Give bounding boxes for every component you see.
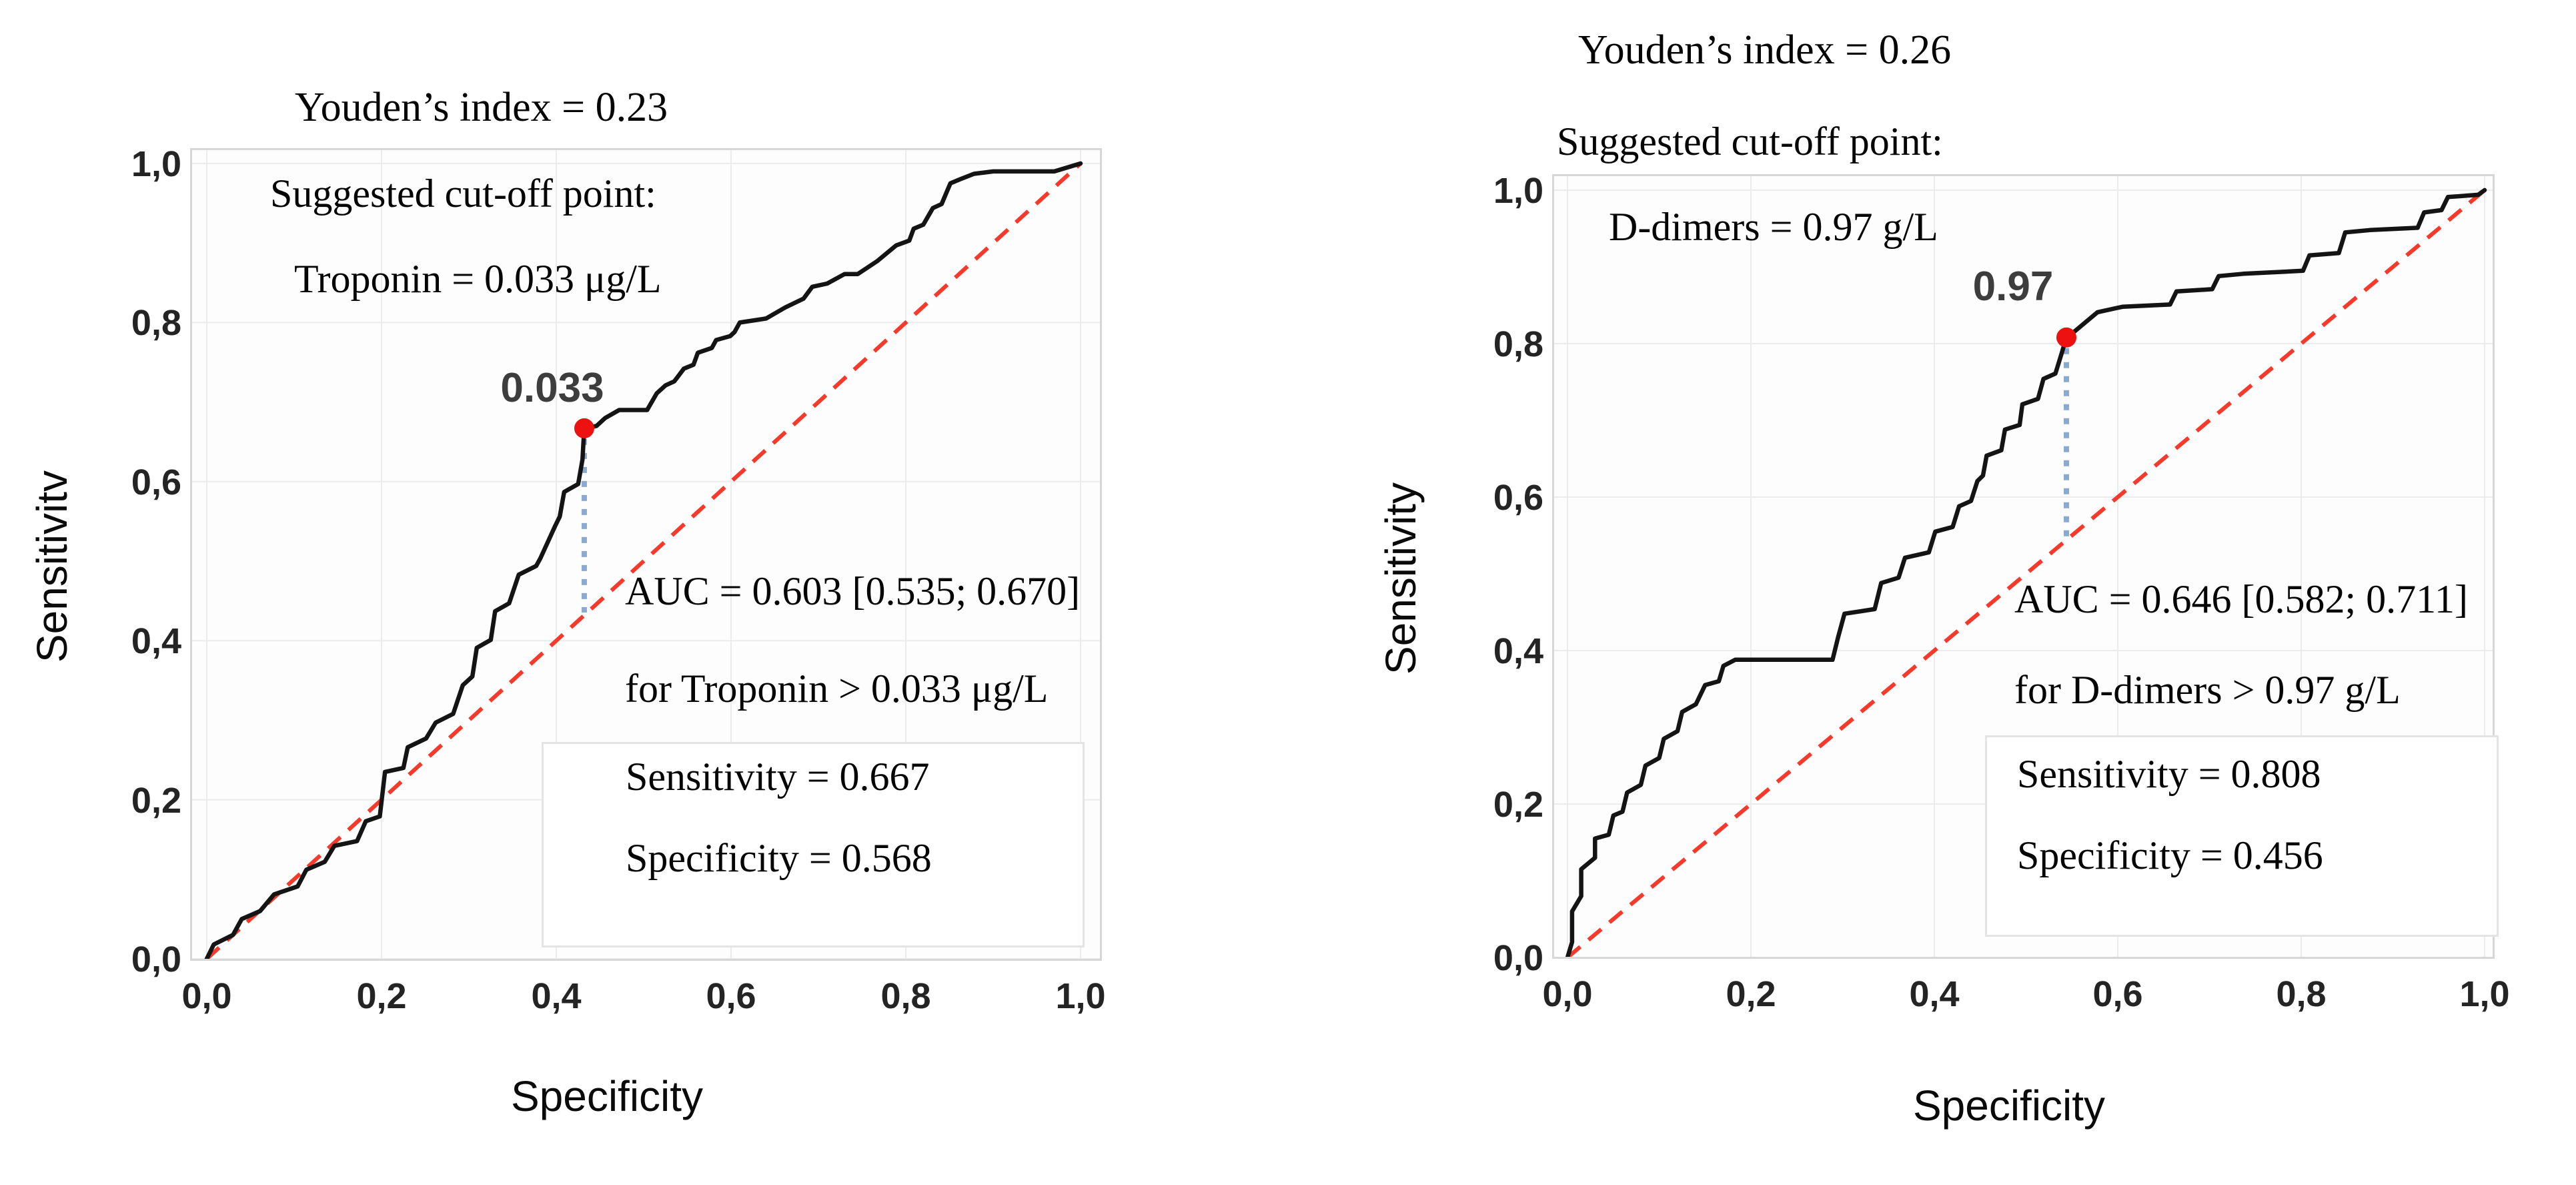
y-tick-label: 0,6 xyxy=(131,462,181,502)
y-tick-label: 0,0 xyxy=(1493,938,1543,978)
x-axis-title: Specificity xyxy=(1912,1082,2106,1130)
x-tick-label: 0,4 xyxy=(531,976,582,1016)
y-tick-label: 0,4 xyxy=(131,621,181,662)
y-tick-label: 0,0 xyxy=(131,939,181,979)
x-tick-label: 0,4 xyxy=(1909,974,1960,1014)
y-tick-label: 0,6 xyxy=(1493,478,1543,518)
sensitivity-annotation: Sensitivity = 0.667 xyxy=(626,755,930,799)
y-tick-label: 0,4 xyxy=(1493,631,1543,671)
y-tick-label: 1,0 xyxy=(131,144,181,184)
chance-diagonal xyxy=(1566,188,2486,959)
y-tick-label: 0,2 xyxy=(1493,785,1543,825)
stats-box xyxy=(1985,735,2499,937)
cutoff-value-label: D-dimers = 0.97 g/L xyxy=(1609,205,1938,249)
cutoff-heading: Suggested cut-off point: xyxy=(270,171,656,216)
auc-annotation: AUC = 0.646 [0.582; 0.711] xyxy=(2014,577,2468,621)
x-tick-label: 1,0 xyxy=(2459,974,2510,1014)
chance-diagonal xyxy=(205,161,1083,961)
plot-frame xyxy=(190,148,1102,961)
x-tick-label: 0,6 xyxy=(706,976,756,1016)
x-tick-label: 1,0 xyxy=(1055,976,1106,1016)
x-tick-label: 0,0 xyxy=(1542,974,1593,1014)
cutoff-point-label: 0.033 xyxy=(500,365,604,411)
cutoff-point-label: 0.97 xyxy=(1972,264,2054,310)
cutoff-value-label: Troponin = 0.033 μg/L xyxy=(294,257,662,301)
x-axis-title: Specificity xyxy=(510,1072,704,1120)
specificity-annotation: Specificity = 0.456 xyxy=(2017,833,2323,877)
roc-curve xyxy=(1565,187,2487,959)
sensitivity-annotation: Sensitivity = 0.808 xyxy=(2017,752,2321,796)
roc-curve xyxy=(204,161,1083,961)
x-tick-label: 0,8 xyxy=(2276,974,2327,1014)
y-tick-label: 1,0 xyxy=(1493,171,1543,211)
x-tick-label: 0,2 xyxy=(356,976,407,1016)
plot-frame xyxy=(1552,174,2495,959)
x-tick-label: 0,0 xyxy=(181,976,232,1016)
auc-condition-annotation: for D-dimers > 0.97 g/L xyxy=(2014,668,2401,712)
x-tick-label: 0,6 xyxy=(2092,974,2143,1014)
auc-condition-annotation: for Troponin > 0.033 μg/L xyxy=(625,667,1049,711)
specificity-annotation: Specificity = 0.568 xyxy=(626,836,932,880)
stats-box xyxy=(542,742,1085,947)
y-tick-label: 0,2 xyxy=(131,780,181,821)
x-tick-label: 0,8 xyxy=(880,976,931,1016)
cutoff-dot xyxy=(2056,327,2076,348)
youden-index-label: Youden’s index = 0.23 xyxy=(295,85,668,130)
x-tick-label: 0,2 xyxy=(1726,974,1776,1014)
auc-annotation: AUC = 0.603 [0.535; 0.670] xyxy=(625,569,1081,613)
y-axis-title: Sensitivity xyxy=(1377,482,1425,675)
cutoff-heading: Suggested cut-off point: xyxy=(1557,119,1943,163)
youden-index-label: Youden’s index = 0.26 xyxy=(1578,27,1952,73)
cutoff-dot xyxy=(574,418,594,438)
y-tick-label: 0,8 xyxy=(131,303,181,344)
y-tick-label: 0,8 xyxy=(1493,324,1543,364)
